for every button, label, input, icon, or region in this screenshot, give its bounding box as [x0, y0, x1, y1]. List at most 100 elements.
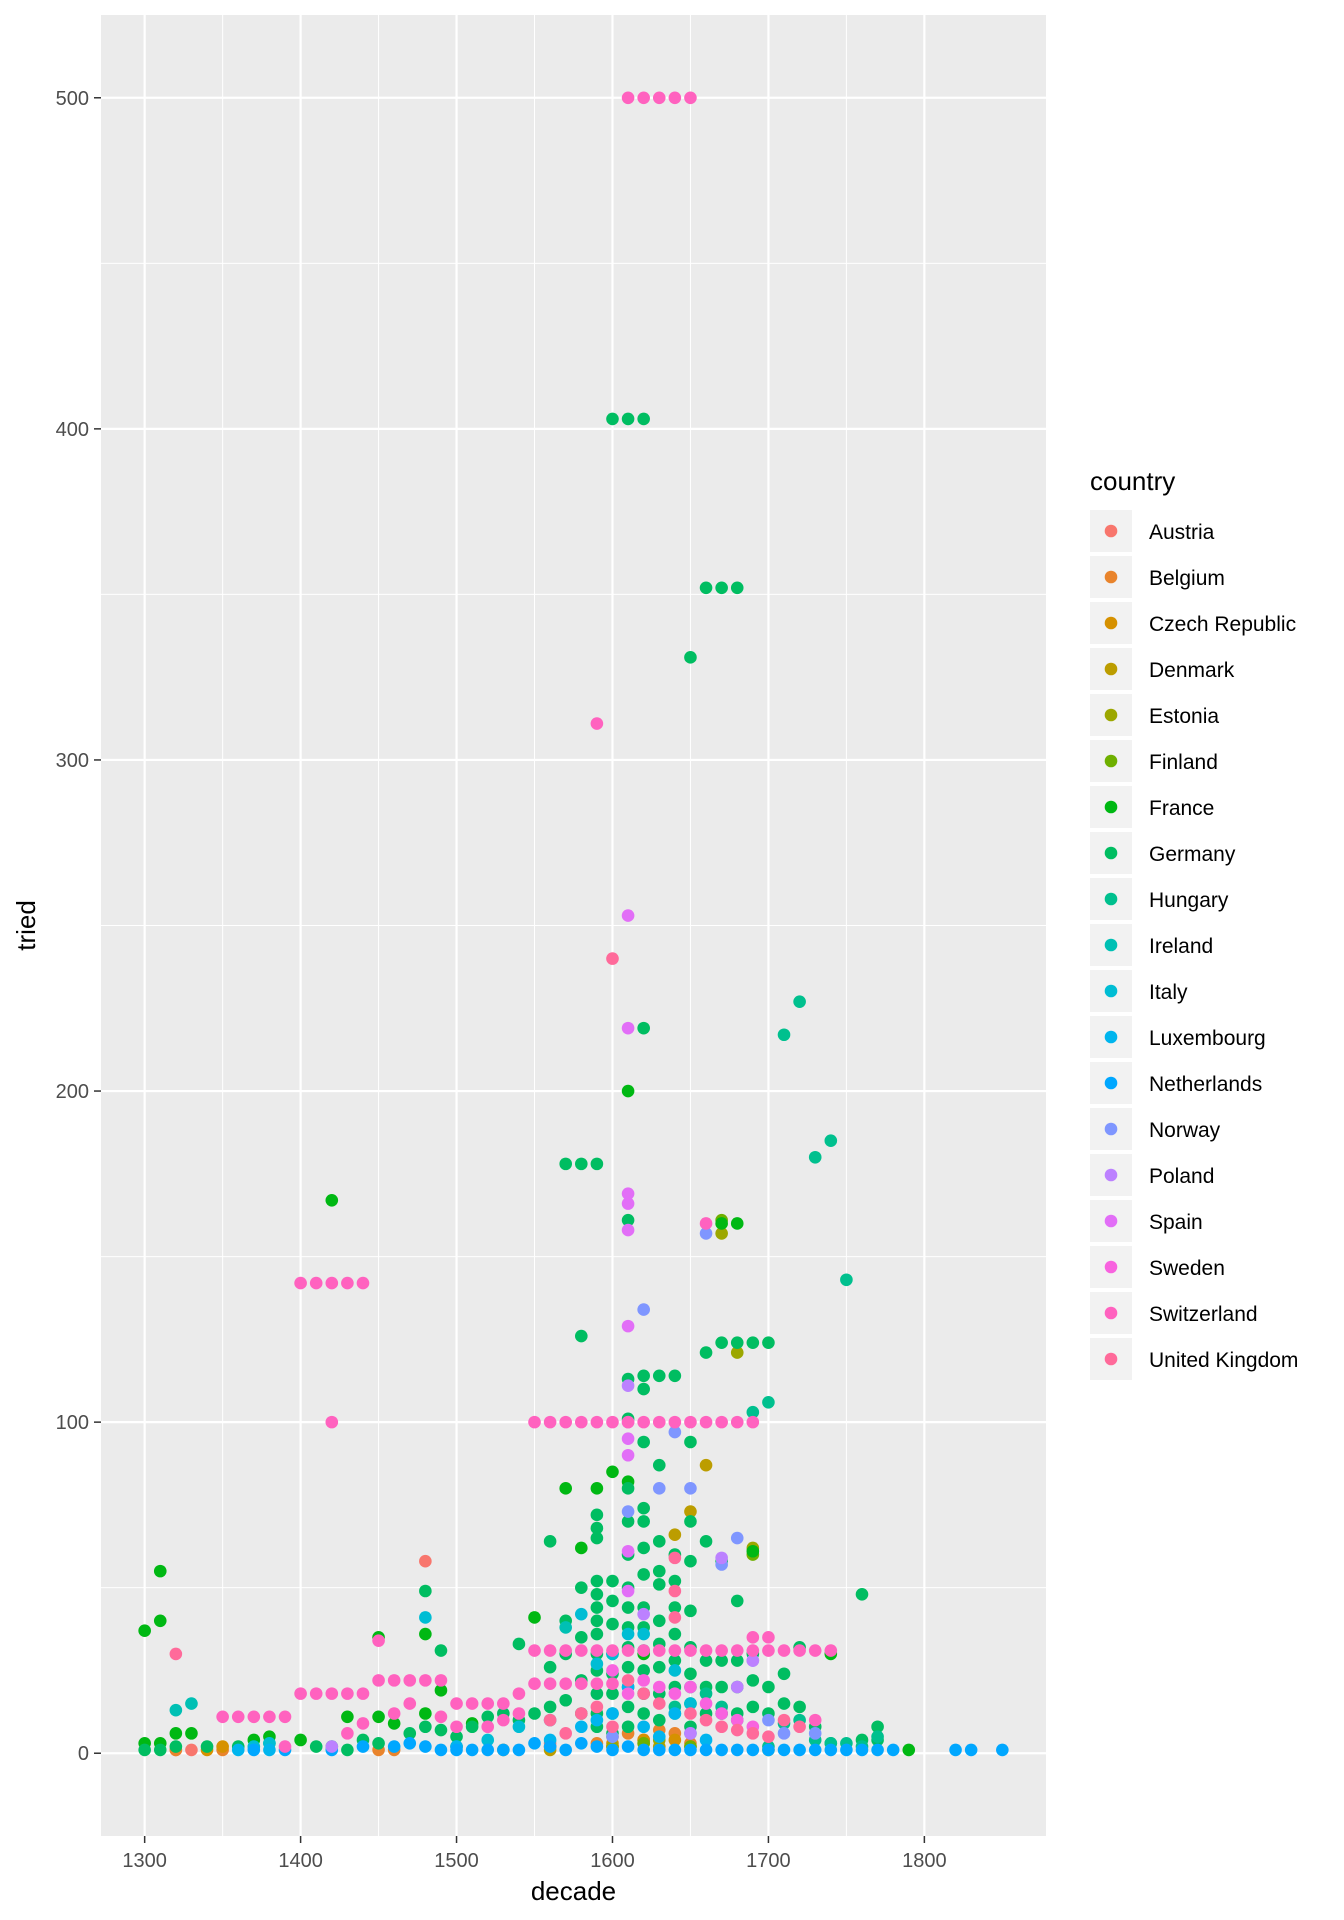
point-hungary [808, 1150, 822, 1164]
point-germany [652, 1535, 666, 1548]
legend-swatch [1104, 1214, 1118, 1228]
point-netherlands [403, 1736, 417, 1750]
point-switzerland [372, 1674, 385, 1687]
minor-gridlines [101, 15, 1046, 1836]
point-switzerland [465, 1697, 479, 1710]
point-germany [138, 1743, 151, 1757]
legend-item-switzerland: Switzerland [1090, 1292, 1258, 1334]
point-switzerland [356, 1276, 370, 1290]
legend-swatch [1104, 1122, 1118, 1136]
point-germany [746, 1336, 760, 1349]
y-tick-label: 500 [56, 88, 89, 110]
point-germany [606, 1594, 619, 1608]
point-norway [699, 1227, 713, 1240]
point-france [528, 1611, 541, 1624]
point-germany [730, 581, 744, 595]
point-spain [621, 1432, 635, 1445]
point-netherlands [949, 1743, 962, 1757]
point-germany [699, 581, 713, 595]
point-netherlands [840, 1743, 853, 1757]
legend-item-belgium: Belgium [1090, 556, 1225, 598]
legend-item-sweden: Sweden [1090, 1246, 1225, 1288]
point-germany [637, 1541, 650, 1555]
point-italy [590, 1657, 604, 1671]
point-spain [621, 1319, 635, 1333]
point-switzerland [730, 1644, 744, 1657]
legend-title: country [1090, 466, 1175, 496]
point-sweden [715, 1707, 728, 1720]
legend-label: Austria [1149, 521, 1215, 544]
y-tick-label: 100 [56, 1412, 89, 1434]
point-switzerland [543, 1415, 557, 1429]
point-switzerland [574, 1677, 588, 1690]
legend-label: Norway [1149, 1119, 1221, 1142]
point-united-kingdom [169, 1647, 183, 1661]
point-united-kingdom [730, 1723, 744, 1737]
point-poland [325, 1740, 339, 1753]
point-netherlands [434, 1743, 448, 1757]
y-tick-label: 400 [56, 419, 89, 441]
point-netherlands [886, 1743, 900, 1757]
x-tick-label: 1600 [590, 1850, 635, 1872]
point-switzerland [590, 1677, 604, 1690]
point-switzerland [403, 1674, 417, 1687]
legend-swatch [1104, 662, 1118, 676]
point-switzerland [746, 1415, 760, 1429]
point-spain [621, 1544, 635, 1558]
point-switzerland [216, 1710, 229, 1724]
point-sweden [699, 1697, 713, 1710]
legend-label: Spain [1149, 1211, 1203, 1234]
point-germany [590, 1627, 604, 1641]
point-spain [621, 1448, 635, 1462]
point-switzerland [356, 1717, 370, 1730]
point-france [419, 1707, 432, 1720]
point-switzerland [793, 1644, 806, 1657]
legend-item-denmark: Denmark [1090, 648, 1235, 690]
point-spain [621, 1187, 635, 1200]
point-germany [590, 1157, 604, 1171]
point-germany [684, 1604, 697, 1618]
point-germany [590, 1601, 604, 1614]
legend-item-hungary: Hungary [1090, 878, 1229, 920]
point-germany [730, 1336, 744, 1349]
point-italy [637, 1627, 650, 1641]
point-hungary [793, 995, 806, 1008]
point-united-kingdom [668, 1611, 682, 1624]
point-poland [621, 1379, 635, 1393]
legend-label: Denmark [1149, 659, 1235, 682]
point-germany [668, 1574, 682, 1588]
legend-swatch [1104, 524, 1118, 538]
point-germany [574, 1631, 588, 1644]
point-germany [637, 1707, 650, 1720]
point-germany [590, 1588, 604, 1601]
legend-swatch [1104, 938, 1118, 952]
point-switzerland [559, 1415, 573, 1429]
point-switzerland [528, 1415, 541, 1429]
point-luxembourg [590, 1713, 604, 1727]
point-germany [652, 1578, 666, 1591]
y-tick-label: 300 [56, 750, 89, 772]
point-germany [590, 1508, 604, 1522]
legend-swatch [1104, 1030, 1118, 1044]
legend-item-united-kingdom: United Kingdom [1090, 1338, 1298, 1380]
point-netherlands [419, 1740, 432, 1753]
point-united-kingdom [621, 1674, 635, 1687]
point-germany [668, 1654, 682, 1667]
point-netherlands [356, 1740, 370, 1753]
point-france [341, 1710, 354, 1724]
y-tick-label: 200 [56, 1081, 89, 1103]
point-netherlands [387, 1740, 401, 1753]
point-netherlands [996, 1743, 1009, 1757]
point-united-kingdom [715, 1720, 728, 1734]
point-luxembourg [263, 1743, 276, 1757]
point-netherlands [824, 1743, 838, 1757]
point-switzerland [294, 1276, 307, 1290]
legend-item-germany: Germany [1090, 832, 1236, 874]
legend-label: Luxembourg [1149, 1027, 1266, 1050]
point-netherlands [559, 1743, 573, 1757]
point-germany [621, 1720, 635, 1734]
point-switzerland [419, 1674, 432, 1687]
point-switzerland [512, 1687, 526, 1700]
point-germany [590, 1521, 604, 1535]
